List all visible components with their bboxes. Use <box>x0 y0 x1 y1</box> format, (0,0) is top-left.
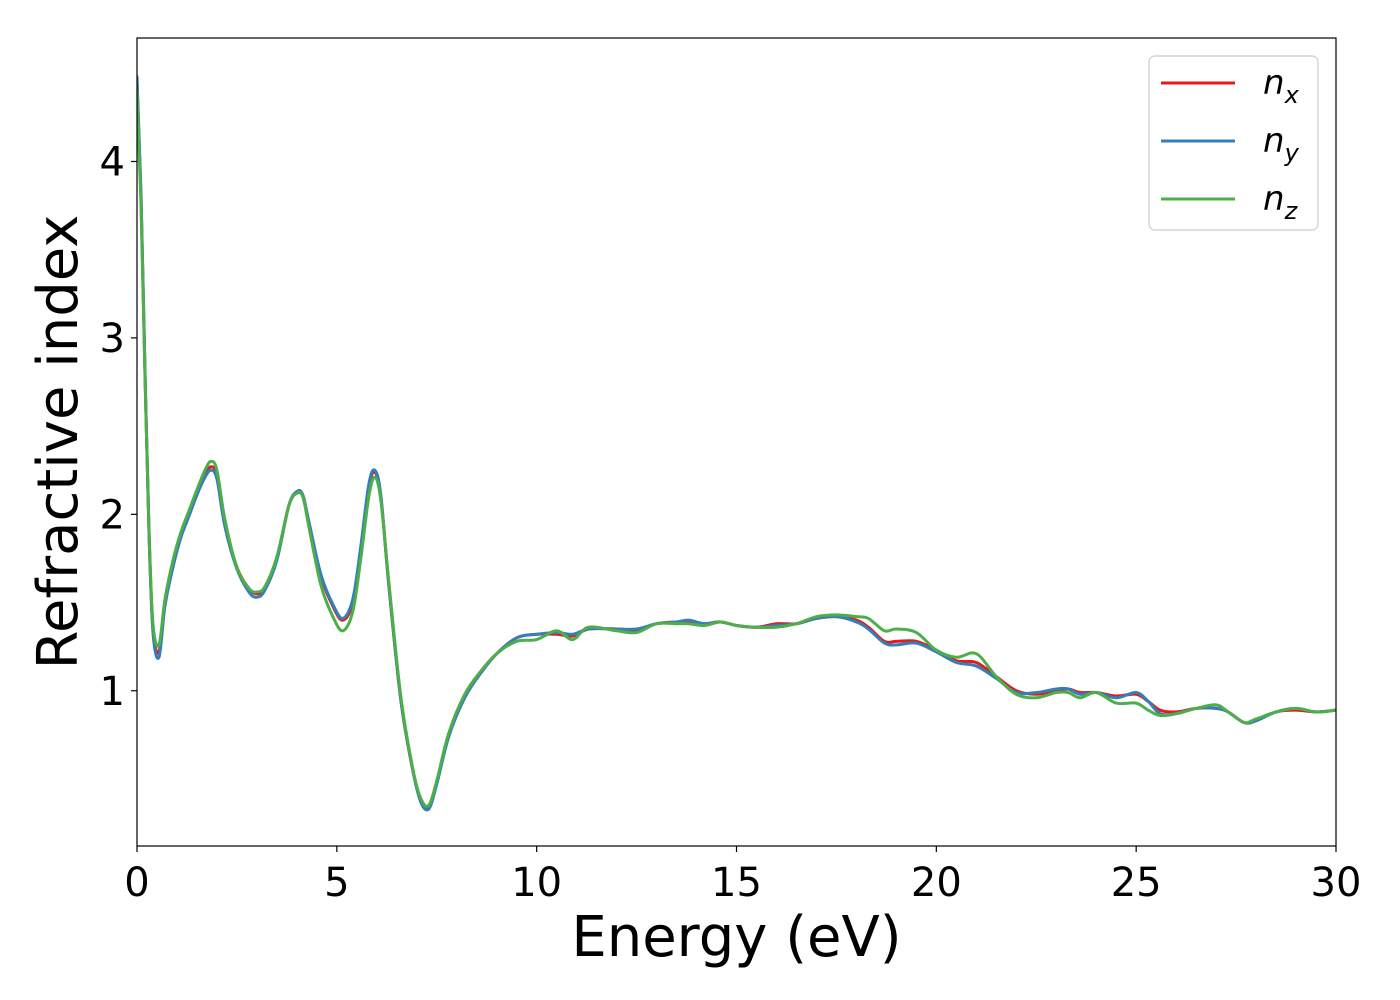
y-tick-label: 1 <box>100 669 125 715</box>
legend-label-subscript: y <box>1284 139 1300 167</box>
legend-label-z: nz <box>1263 179 1299 225</box>
x-tick-label: 30 <box>1311 860 1362 906</box>
legend-label-y: ny <box>1263 121 1300 167</box>
x-tick-label: 15 <box>711 860 762 906</box>
x-tick-label: 5 <box>324 860 349 906</box>
x-tick-label: 10 <box>511 860 562 906</box>
y-tick-label: 3 <box>100 316 125 362</box>
legend-label-base: n <box>1263 179 1285 219</box>
legend-label-base: n <box>1263 63 1285 103</box>
series-line-z <box>137 89 1336 808</box>
legend-label-subscript: x <box>1284 81 1300 109</box>
x-tick-label: 25 <box>1111 860 1162 906</box>
legend-label-x: nx <box>1263 63 1300 109</box>
y-tick-label: 4 <box>100 139 125 185</box>
x-tick-label: 20 <box>911 860 962 906</box>
y-tick-label: 2 <box>100 492 125 538</box>
legend-label-base: n <box>1263 121 1285 161</box>
legend-box <box>1148 55 1319 231</box>
series-lines <box>137 75 1336 812</box>
legend-label-subscript: z <box>1284 197 1299 225</box>
x-axis-label: Energy (eV) <box>571 905 901 970</box>
y-axis-label: Refractive index <box>26 215 91 670</box>
x-axis-ticks: 0 5 10 15 20 25 30 <box>124 846 1361 906</box>
x-tick-label: 0 <box>124 860 149 906</box>
plot-area <box>137 38 1336 846</box>
y-axis-ticks: 1 2 3 4 <box>100 139 137 715</box>
